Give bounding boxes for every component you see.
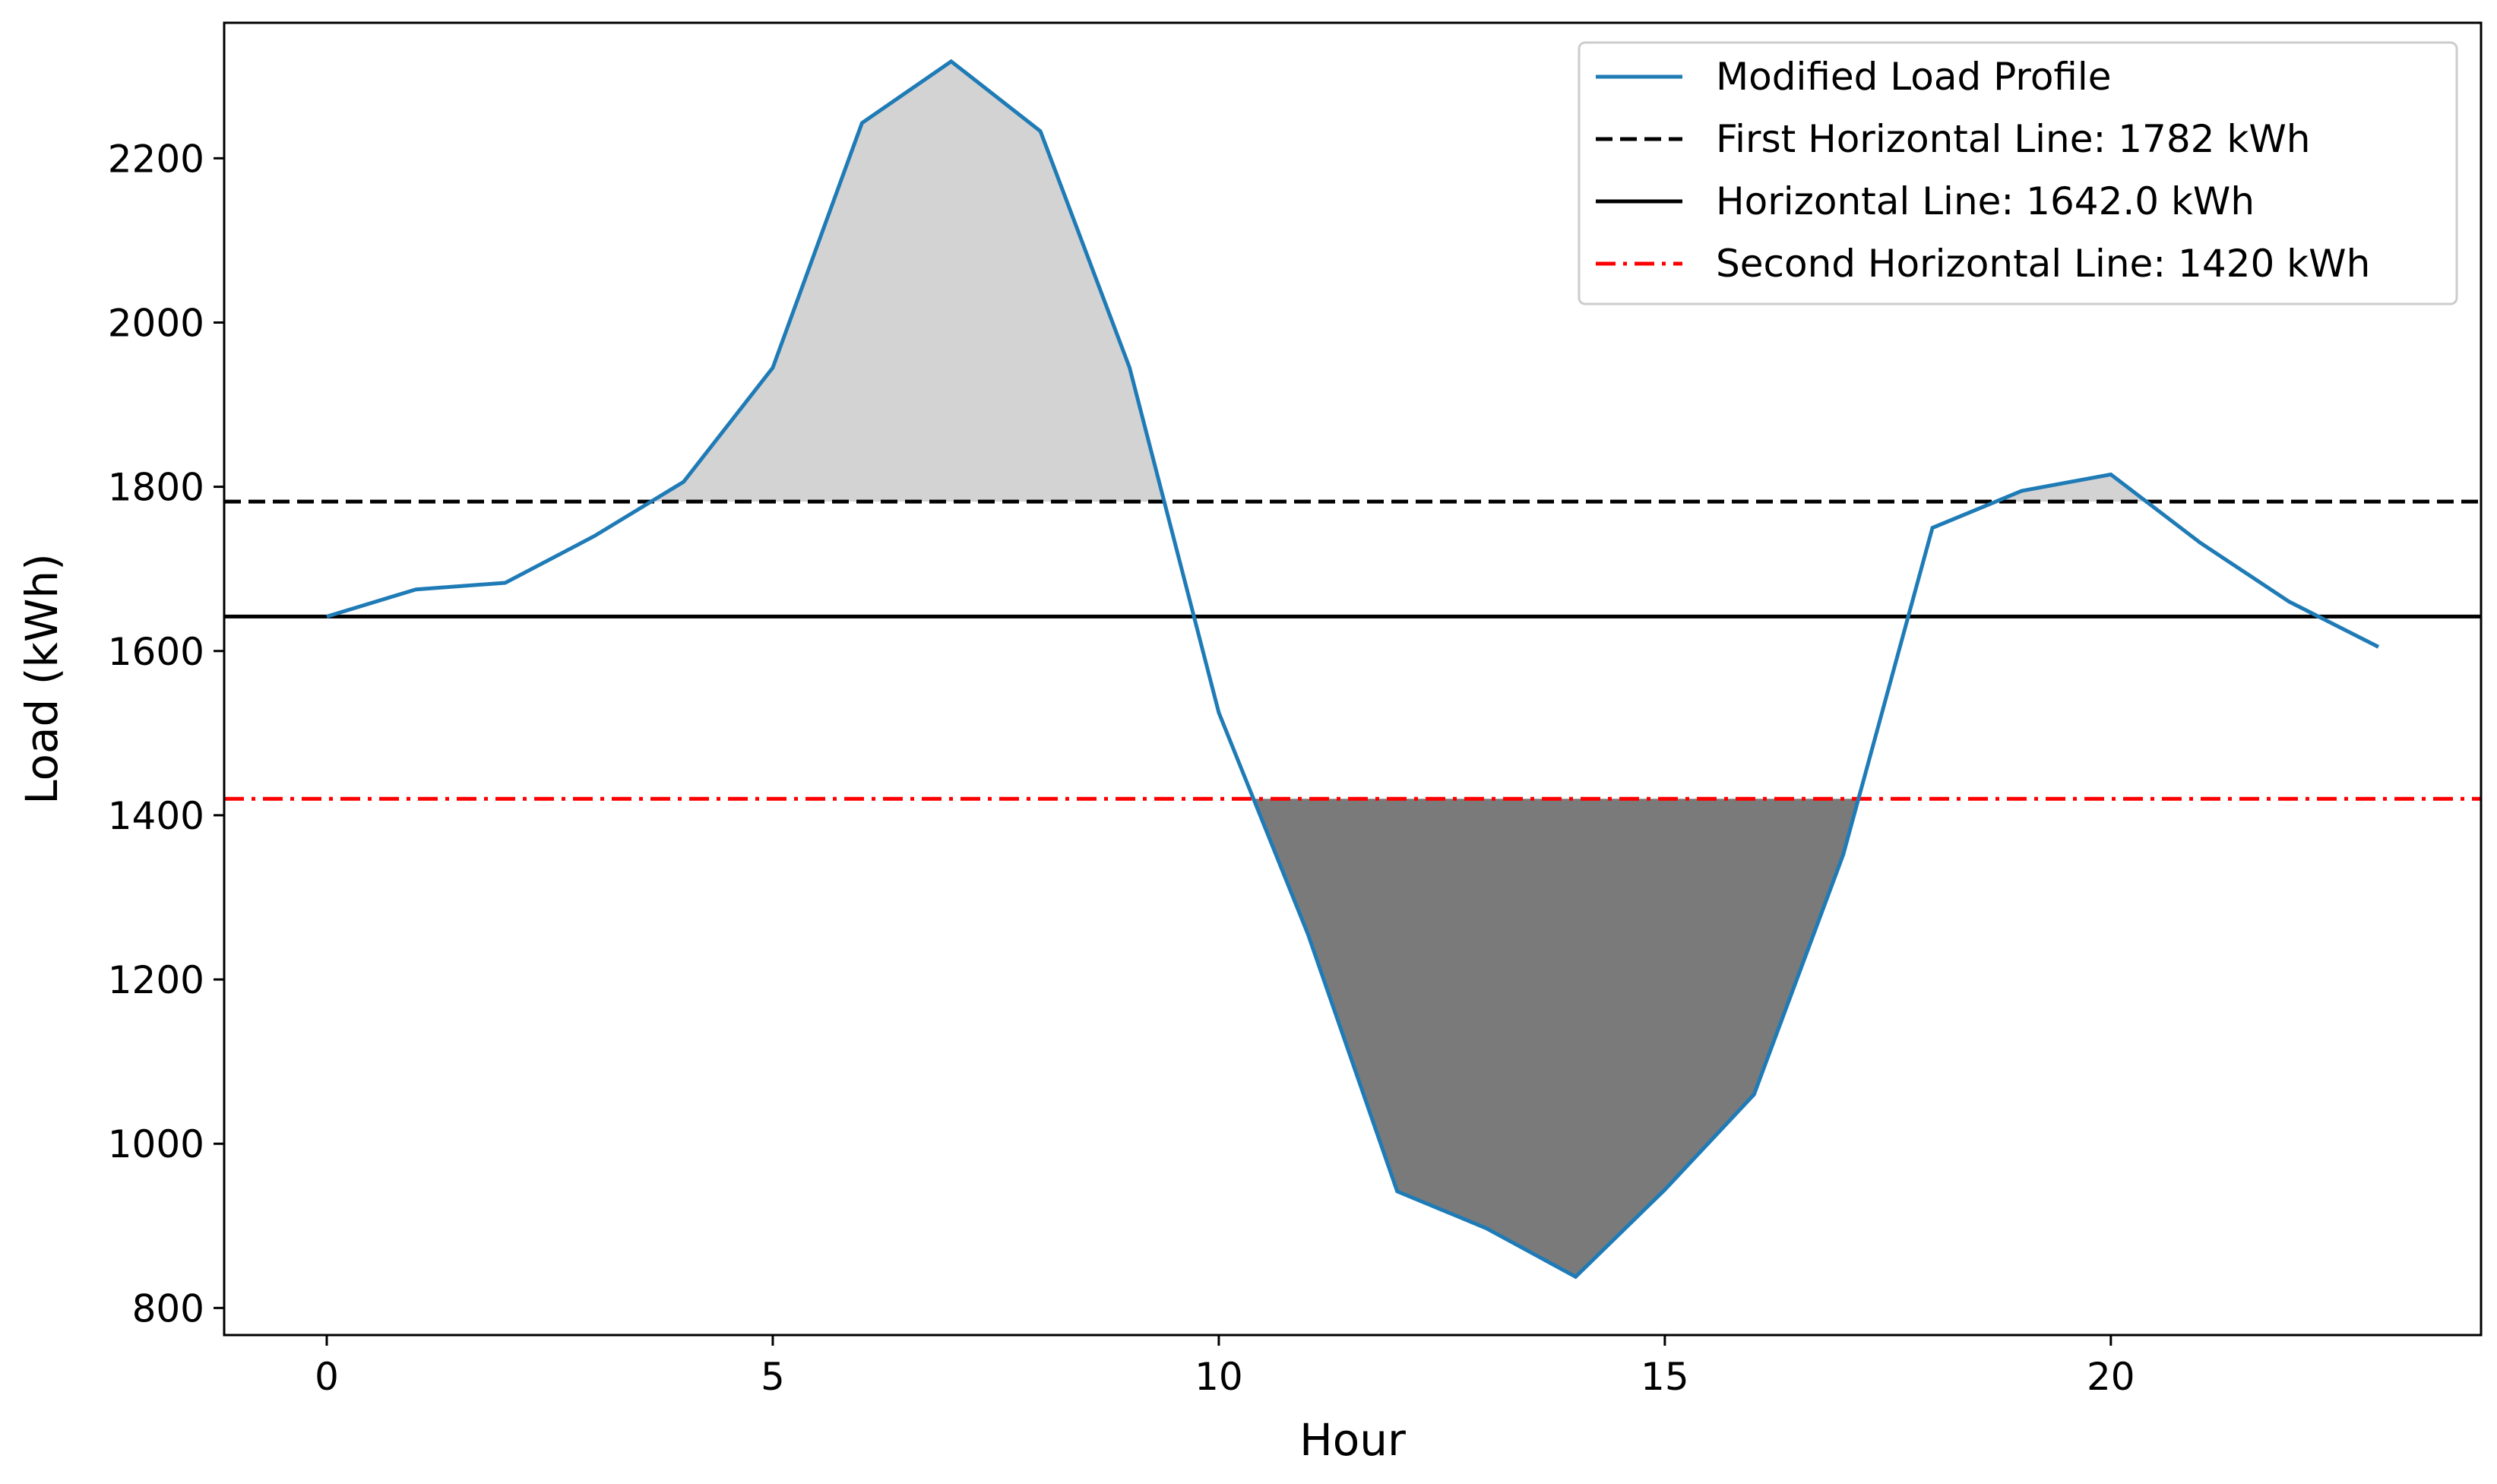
legend-label: First Horizontal Line: 1782 kWh [1716, 117, 2310, 161]
y-tick-label: 1200 [108, 958, 204, 1002]
y-axis-label: Load (kWh) [16, 553, 68, 805]
y-tick-label: 1000 [108, 1122, 204, 1166]
x-tick-label: 15 [1641, 1355, 1689, 1399]
y-tick-label: 2000 [108, 301, 204, 345]
legend: Modified Load Profile First Horizontal Li… [1578, 41, 2458, 305]
y-tick-label: 800 [132, 1286, 204, 1331]
fill-above-first-line-2 [1995, 474, 2147, 502]
series-lines [326, 59, 2380, 1280]
y-tick-label: 1600 [108, 630, 204, 674]
x-axis-label: Hour [1299, 1414, 1406, 1466]
x-tick-label: 0 [315, 1355, 339, 1399]
legend-label: Horizontal Line: 1642.0 kWh [1716, 179, 2255, 223]
x-tick-label: 5 [761, 1355, 785, 1399]
y-axis-ticks: 800 1000 1200 1400 1600 1800 2000 2200 [108, 137, 224, 1331]
x-tick-label: 10 [1195, 1355, 1243, 1399]
y-tick-label: 1400 [108, 794, 204, 838]
x-tick-label: 20 [2087, 1355, 2135, 1399]
fill-above-first-line-1 [650, 61, 1165, 502]
legend-label: Second Horizontal Line: 1420 kWh [1716, 242, 2370, 286]
fill-areas [650, 61, 2147, 1277]
y-tick-label: 1800 [108, 466, 204, 510]
x-axis-ticks: 0 5 10 15 20 [315, 1335, 2135, 1399]
legend-box [1578, 41, 2458, 305]
series-line-modified-load-profile [326, 59, 2380, 1280]
legend-label: Modified Load Profile [1716, 55, 2112, 99]
plot-area-frame [223, 21, 2483, 1337]
reference-lines [224, 499, 2481, 801]
y-tick-label: 2200 [108, 137, 204, 181]
fill-below-second-line-1 [1253, 799, 1859, 1277]
